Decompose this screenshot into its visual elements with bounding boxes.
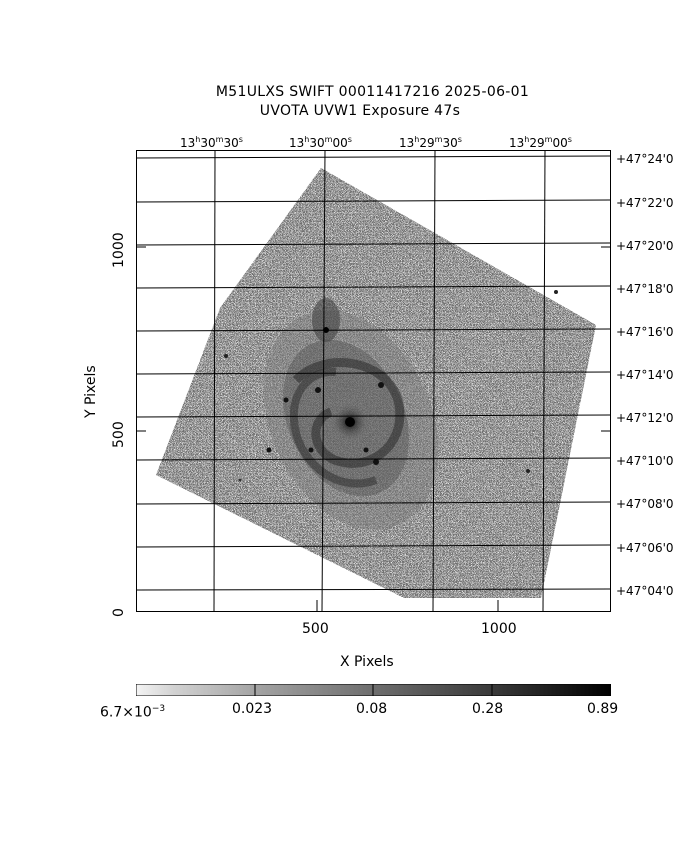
x-axis-label: X Pixels — [340, 654, 394, 670]
colorbar-tick-label: 0.28 — [472, 701, 504, 717]
dec-tick-label: +47°10'0 — [616, 454, 674, 468]
plot-frame — [136, 150, 611, 612]
colorbar-tick-label: 6.7×10−3 — [100, 704, 166, 721]
sky-image-panel — [136, 150, 611, 612]
plot-title: M51ULXS SWIFT 00011417216 2025-06-01 — [215, 84, 530, 100]
coordinate-grid — [136, 150, 611, 612]
y-tick-label: 1000 — [111, 232, 127, 268]
dec-tick-label: +47°08'0 — [616, 497, 674, 511]
colorbar-gradient — [135, 683, 612, 697]
plot-subtitle: UVOTA UVW1 Exposure 47s — [259, 103, 461, 119]
sky-image — [136, 150, 611, 612]
x-tick-label: 1000 — [481, 621, 517, 637]
exposure-footprint — [156, 168, 596, 598]
dec-tick-label: +47°18'0 — [616, 282, 674, 296]
ra-tick-label: 13h29m00s — [509, 135, 572, 150]
ra-tick-label: 13h29m30s — [399, 135, 462, 150]
y-axis-label: Y Pixels — [83, 365, 99, 418]
dec-tick-label: +47°06'0 — [616, 541, 674, 555]
ra-tick-label: 13h30m30s — [180, 135, 243, 150]
colorbar-tick-label: 0.89 — [587, 701, 619, 717]
colorbar-tick-label: 0.08 — [356, 701, 388, 717]
colorbar — [135, 681, 612, 697]
field-stars — [224, 290, 558, 482]
dec-tick-label: +47°24'0 — [616, 152, 674, 166]
dec-tick-label: +47°12'0 — [616, 411, 674, 425]
dec-tick-label: +47°22'0 — [616, 196, 674, 210]
dec-tick-label: +47°14'0 — [616, 368, 674, 382]
x-tick-label: 500 — [302, 621, 329, 637]
dec-tick-label: +47°16'0 — [616, 325, 674, 339]
y-tick-label: 500 — [111, 421, 127, 448]
galaxy-m51 — [263, 298, 439, 530]
ra-tick-label: 13h30m00s — [289, 135, 352, 150]
pixel-axis-ticks — [136, 246, 611, 612]
dec-tick-label: +47°04'0 — [616, 584, 674, 598]
colorbar-tick-label: 0.023 — [232, 701, 273, 717]
dec-tick-label: +47°20'0 — [616, 239, 674, 253]
y-tick-label: 0 — [111, 608, 127, 617]
